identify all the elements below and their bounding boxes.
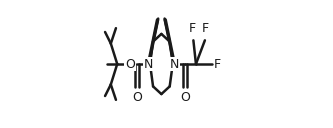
Text: F: F (189, 22, 196, 35)
Text: O: O (125, 57, 135, 71)
Text: O: O (132, 91, 142, 104)
Text: O: O (180, 91, 190, 104)
Text: F: F (202, 22, 209, 35)
Text: F: F (214, 57, 221, 71)
Text: N: N (170, 57, 179, 71)
Text: N: N (143, 57, 153, 71)
